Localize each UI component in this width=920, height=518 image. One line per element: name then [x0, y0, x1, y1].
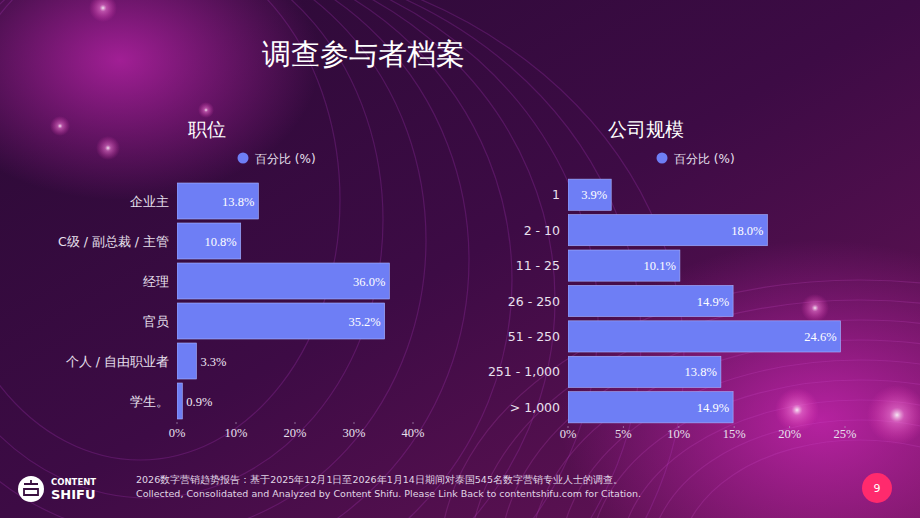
category-label: 51 - 250	[508, 329, 560, 344]
bar	[568, 392, 733, 423]
chart: 职位百分比 (%) 企业主 13.8% C级 / 副总裁 / 主管 10.8% 经理 36.…	[58, 118, 425, 440]
x-axis: 0% 10% 20% 30% 40%	[169, 422, 425, 440]
data-label: 35.2%	[348, 315, 380, 329]
x-tick-label: 20%	[284, 426, 307, 440]
x-tick-label: 10%	[667, 427, 690, 441]
page-title: 调查参与者档案	[262, 37, 465, 71]
data-label: 13.8%	[222, 195, 254, 209]
bar	[177, 343, 196, 379]
x-tick	[177, 422, 178, 424]
data-label: 14.9%	[697, 295, 729, 309]
bar	[177, 303, 385, 339]
x-axis: 0% 5% 10% 15% 20% 25%	[560, 426, 857, 441]
bars	[568, 179, 841, 423]
x-tick	[354, 422, 355, 424]
footer: 2026数字营销趋势报告：基于2025年12月1日至2026年1月14日期间对泰…	[136, 474, 641, 499]
footer-text: 2026数字营销趋势报告：基于2025年12月1日至2026年1月14日期间对泰…	[136, 474, 623, 485]
category-label: 企业主	[130, 194, 169, 209]
data-label: 0.9%	[186, 395, 212, 409]
chart-title: 职位	[188, 118, 226, 140]
x-tick	[236, 422, 237, 424]
bar	[177, 383, 182, 419]
x-tick-label: 5%	[615, 427, 632, 441]
x-tick-label: 0%	[169, 426, 186, 440]
category-label: 学生。	[130, 394, 169, 409]
category-label: 官员	[143, 314, 169, 329]
legend-swatch	[657, 153, 668, 164]
x-tick-label: 40%	[402, 426, 425, 440]
page-number-text: 9	[874, 482, 881, 495]
logo-text: CONTENT	[51, 477, 96, 487]
legend-swatch	[238, 153, 249, 164]
labels: 1 3.9% 2 - 10 18.0% 11 - 25 10.1% 26 - 250 14.9…	[488, 187, 837, 415]
data-label: 36.0%	[353, 275, 385, 289]
page: 调查参与者档案职位百分比 (%)企业主13.8%C级 / 副总裁 / 主管10.…	[0, 0, 920, 518]
category-label: 251 - 1,000	[488, 364, 560, 379]
chart-title: 公司规模	[608, 118, 684, 140]
logo: CONTENTSHIFU	[18, 476, 96, 502]
x-tick-label: 20%	[778, 427, 801, 441]
bar	[177, 223, 241, 259]
legend-label: 百分比 (%)	[255, 152, 316, 166]
category-label: 11 - 25	[516, 258, 560, 273]
page-number: 9	[862, 473, 892, 503]
legend: 百分比 (%)	[238, 152, 316, 166]
category-label: C级 / 副总裁 / 主管	[58, 234, 169, 249]
data-label: 3.9%	[581, 188, 607, 202]
legend: 百分比 (%)	[657, 152, 735, 166]
category-label: 经理	[143, 274, 169, 289]
data-label: 10.1%	[644, 259, 676, 273]
x-tick	[413, 422, 414, 424]
data-label: 3.3%	[200, 355, 226, 369]
bar	[568, 250, 680, 281]
category-label: 1	[552, 187, 560, 202]
data-label: 13.8%	[685, 365, 717, 379]
bar	[568, 356, 721, 387]
data-label: 14.9%	[697, 401, 729, 415]
background	[0, 0, 920, 518]
bar	[568, 215, 767, 246]
x-tick-label: 30%	[343, 426, 366, 440]
bar	[568, 285, 733, 316]
footer-text: Collected, Consolidated and Analyzed by …	[136, 488, 641, 499]
logo-text: SHIFU	[51, 487, 96, 502]
x-tick-label: 0%	[560, 427, 577, 441]
labels: 企业主 13.8% C级 / 副总裁 / 主管 10.8% 经理 36.0% 官员 35.2%…	[58, 194, 385, 409]
data-label: 18.0%	[731, 224, 763, 238]
chart: 公司规模百分比 (%) 1 3.9% 2 - 10 18.0% 11 - 25 10.1% 2…	[488, 118, 857, 441]
bar	[568, 321, 841, 352]
bar	[568, 179, 611, 210]
legend-label: 百分比 (%)	[674, 152, 735, 166]
data-label: 24.6%	[804, 330, 836, 344]
x-tick	[295, 422, 296, 424]
category-label: 2 - 10	[524, 223, 560, 238]
bar	[177, 183, 258, 219]
category-label: 个人 / 自由职业者	[66, 354, 169, 369]
x-tick-label: 25%	[834, 427, 857, 441]
x-tick-label: 10%	[225, 426, 248, 440]
logo-mark	[18, 476, 44, 502]
x-tick-label: 15%	[723, 427, 746, 441]
bar	[177, 263, 389, 299]
bars	[177, 183, 389, 419]
data-label: 10.8%	[204, 235, 236, 249]
category-label: > 1,000	[510, 400, 560, 415]
category-label: 26 - 250	[508, 294, 560, 309]
